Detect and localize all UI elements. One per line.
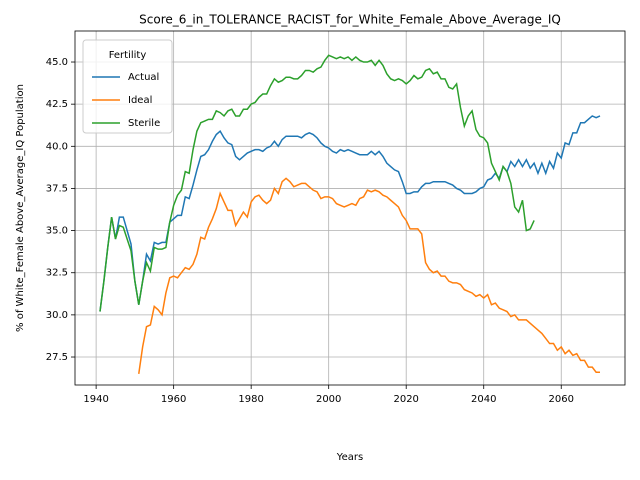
series-line <box>99 54 535 312</box>
y-tick-label: 32.5 <box>46 268 68 279</box>
y-tick-label: 37.5 <box>46 183 68 194</box>
y-tick-label: 42.5 <box>46 99 68 110</box>
y-tick-label: 27.5 <box>46 352 68 363</box>
x-tick-label: 2060 <box>549 394 574 405</box>
x-tick-label: 2040 <box>471 394 496 405</box>
series-line <box>99 115 601 312</box>
legend-label: Actual <box>128 72 159 83</box>
x-tick-label: 1980 <box>238 394 263 405</box>
legend-label: Ideal <box>128 95 152 106</box>
x-axis-label: Years <box>336 452 363 463</box>
x-tick-label: 1960 <box>161 394 186 405</box>
legend-label: Sterile <box>128 118 160 129</box>
x-tick-label: 2000 <box>316 394 341 405</box>
legend: Fertility Actual Ideal Sterile <box>82 39 173 134</box>
y-tick-label: 40.0 <box>46 141 68 152</box>
y-axis-label: % of White_Female Above_Average_IQ Popul… <box>15 84 26 332</box>
series-line <box>138 177 600 374</box>
y-tick-label: 35.0 <box>46 226 68 237</box>
x-tick-label: 1940 <box>83 394 108 405</box>
plot-frame <box>74 30 626 386</box>
y-tick-label: 45.0 <box>46 57 68 68</box>
chart-title: Score_6_in_TOLERANCE_RACIST_for_White_Fe… <box>139 13 561 27</box>
y-tick-label: 30.0 <box>46 310 68 321</box>
x-tick-label: 2020 <box>393 394 418 405</box>
legend-box <box>82 39 173 134</box>
legend-title: Fertility <box>109 50 147 61</box>
